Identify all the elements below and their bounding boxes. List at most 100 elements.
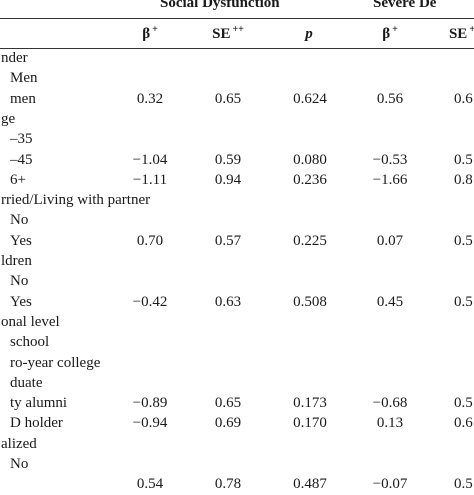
table-cell: 0.508 bbox=[293, 293, 327, 310]
row-label: –35 bbox=[10, 131, 33, 148]
table-cell: 0.57 bbox=[214, 232, 242, 249]
group-header-severe-depression: Severe De bbox=[373, 0, 437, 11]
column-header-superscript: + bbox=[152, 24, 158, 35]
table-cell: 0.54 bbox=[136, 476, 164, 493]
row-label: school bbox=[10, 334, 50, 351]
table-cell: 0.6 bbox=[454, 415, 473, 432]
table-cell: 0.78 bbox=[214, 476, 242, 493]
row-label: Men bbox=[10, 70, 38, 87]
row-label: ro-year college bbox=[10, 354, 101, 371]
table-cell: 0.56 bbox=[376, 90, 404, 107]
table-cell: 0.59 bbox=[214, 151, 242, 168]
table-row: No bbox=[0, 270, 474, 292]
row-label: No bbox=[10, 212, 29, 229]
table-cell: 0.94 bbox=[214, 171, 242, 188]
table-row: No bbox=[0, 209, 474, 231]
table-cell: 0.487 bbox=[293, 476, 327, 493]
row-label: D holder bbox=[10, 415, 63, 432]
table-cell: −1.11 bbox=[132, 171, 168, 188]
table-cell: 0.13 bbox=[376, 415, 404, 432]
table-cell: 0.63 bbox=[214, 293, 242, 310]
table-cell: 0.225 bbox=[293, 232, 327, 249]
row-label: ge bbox=[1, 110, 16, 127]
table-row: –45 −1.04 0.59 0.080 −0.53 0.5 bbox=[0, 149, 474, 171]
table-cell: 0.70 bbox=[136, 232, 164, 249]
table-row: alized bbox=[0, 433, 474, 455]
table-cell: 0.173 bbox=[293, 395, 327, 412]
table-row: ro-year college bbox=[0, 352, 474, 374]
row-label: rried/Living with partner bbox=[1, 192, 151, 209]
table-row: ge bbox=[0, 108, 474, 130]
table-row: onal level bbox=[0, 311, 474, 333]
column-header: SE ++ bbox=[198, 24, 258, 43]
table-row: Yes −0.42 0.63 0.508 0.45 0.5 bbox=[0, 291, 474, 313]
table-row: No bbox=[0, 453, 474, 475]
row-label: ty alumni bbox=[10, 395, 68, 412]
table-cell: 0.080 bbox=[293, 151, 327, 168]
table-row: ty alumni −0.89 0.65 0.173 −0.68 0.5 bbox=[0, 392, 474, 414]
column-header: β + bbox=[120, 24, 180, 43]
row-label: men bbox=[10, 90, 36, 107]
table-row: ldren bbox=[0, 250, 474, 272]
table-cell: −1.04 bbox=[132, 151, 168, 168]
column-header-label: p bbox=[305, 26, 313, 42]
column-header-superscript: ++ bbox=[232, 24, 244, 35]
table-cell: 0.5 bbox=[454, 232, 473, 249]
table-cell: 0.5 bbox=[454, 395, 473, 412]
column-header-label: β bbox=[382, 26, 391, 42]
row-label: duate bbox=[10, 374, 43, 391]
column-header: β + bbox=[360, 24, 420, 43]
table-cell: −0.94 bbox=[132, 415, 168, 432]
table-cell: −0.68 bbox=[372, 395, 408, 412]
table-cell: 0.69 bbox=[214, 415, 242, 432]
table-row: Men bbox=[0, 67, 474, 89]
table-cell: 0.6 bbox=[454, 90, 473, 107]
table-cell: −0.89 bbox=[132, 395, 168, 412]
row-label: No bbox=[10, 456, 29, 472]
header-rule-top bbox=[0, 18, 474, 19]
group-header-social-dysfunction: Social Dysfunction bbox=[160, 0, 280, 11]
row-label: nder bbox=[1, 50, 28, 66]
table-cell: −0.53 bbox=[372, 151, 408, 168]
column-header-label: SE bbox=[212, 26, 231, 42]
table-cell: 0.170 bbox=[293, 415, 327, 432]
row-label: 6+ bbox=[10, 171, 26, 188]
row-label: Yes bbox=[10, 293, 32, 310]
table-cell: −0.42 bbox=[132, 293, 168, 310]
table-row: Yes 0.70 0.57 0.225 0.07 0.5 bbox=[0, 230, 474, 252]
column-header-superscript: + bbox=[392, 24, 398, 35]
table-cell: −0.07 bbox=[372, 476, 408, 493]
row-label: ldren bbox=[1, 253, 32, 269]
table-row: duate bbox=[0, 372, 474, 394]
header-rule-bottom bbox=[0, 48, 474, 49]
table-cell: 0.8 bbox=[454, 171, 473, 188]
table-cell: 0.65 bbox=[214, 395, 242, 412]
table-cell: 0.236 bbox=[293, 171, 327, 188]
table-row: rried/Living with partner bbox=[0, 189, 474, 211]
table-row: –35 bbox=[0, 128, 474, 150]
column-header: p bbox=[280, 24, 340, 43]
table-cell: 0.45 bbox=[376, 293, 404, 310]
table-cell: 0.07 bbox=[376, 232, 404, 249]
column-header-label: SE bbox=[448, 26, 468, 42]
column-header: SE + bbox=[432, 24, 474, 43]
table-row: 6+ −1.11 0.94 0.236 −1.66 0.8 bbox=[0, 169, 474, 191]
table-row: men 0.32 0.65 0.624 0.56 0.6 bbox=[0, 88, 474, 110]
row-label: No bbox=[10, 273, 29, 290]
table-row: D holder −0.94 0.69 0.170 0.13 0.6 bbox=[0, 412, 474, 434]
table-row: 0.54 0.78 0.487 −0.07 0.5 bbox=[0, 473, 474, 495]
table-row: school bbox=[0, 331, 474, 353]
row-label: –45 bbox=[10, 151, 33, 168]
table-cell: −1.66 bbox=[372, 171, 408, 188]
table-cell: 0.65 bbox=[214, 90, 242, 107]
row-label: alized bbox=[1, 435, 37, 452]
table-cell: 0.5 bbox=[454, 476, 473, 493]
column-header-label: β bbox=[142, 26, 151, 42]
column-header-superscript: + bbox=[469, 24, 474, 35]
table-cell: 0.32 bbox=[136, 90, 164, 107]
table-row: nder bbox=[0, 47, 474, 69]
row-label: onal level bbox=[1, 313, 60, 330]
table-cell: 0.5 bbox=[454, 151, 473, 168]
row-label: Yes bbox=[10, 232, 32, 249]
table-cell: 0.624 bbox=[293, 90, 327, 107]
